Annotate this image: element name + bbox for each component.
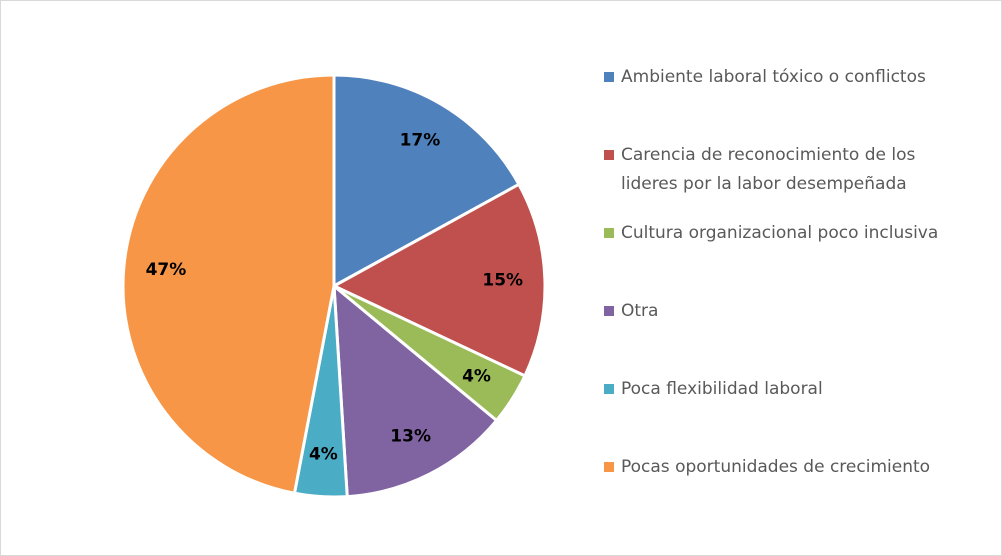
legend-item: Otra — [604, 297, 944, 326]
data-label: 47% — [146, 260, 187, 280]
legend-item: Cultura organizacional poco inclusiva — [604, 219, 944, 248]
data-label: 4% — [309, 444, 338, 464]
legend-swatch — [604, 228, 614, 238]
legend-swatch — [604, 306, 614, 316]
legend-label: Ambiente laboral tóxico o conflictos — [621, 67, 926, 87]
pie-slice — [332, 282, 499, 499]
legend-item: Ambiente laboral tóxico o conflictos — [604, 63, 944, 92]
legend-swatch — [604, 384, 614, 394]
legend-swatch — [604, 150, 614, 160]
pie-slice — [121, 73, 336, 496]
legend-swatch — [604, 72, 614, 82]
data-label: 13% — [390, 426, 431, 446]
pie-slice — [332, 73, 521, 289]
legend-label: Cultura organizacional poco inclusiva — [621, 223, 939, 243]
legend-label: Pocas oportunidades de crecimiento — [621, 457, 931, 477]
legend-item: Carencia de reconocimiento de los lidere… — [604, 141, 944, 199]
legend-label: Poca flexibilidad laboral — [621, 379, 823, 399]
data-label: 4% — [462, 366, 491, 386]
legend-label: Otra — [621, 301, 659, 321]
legend-label: Carencia de reconocimiento de los lidere… — [621, 145, 916, 194]
legend-item: Poca flexibilidad laboral — [604, 375, 944, 404]
legend-item: Pocas oportunidades de crecimiento — [604, 453, 944, 482]
data-label: 17% — [400, 131, 441, 151]
legend-swatch — [604, 462, 614, 472]
pie-slice — [330, 182, 547, 378]
data-label: 15% — [482, 271, 523, 291]
